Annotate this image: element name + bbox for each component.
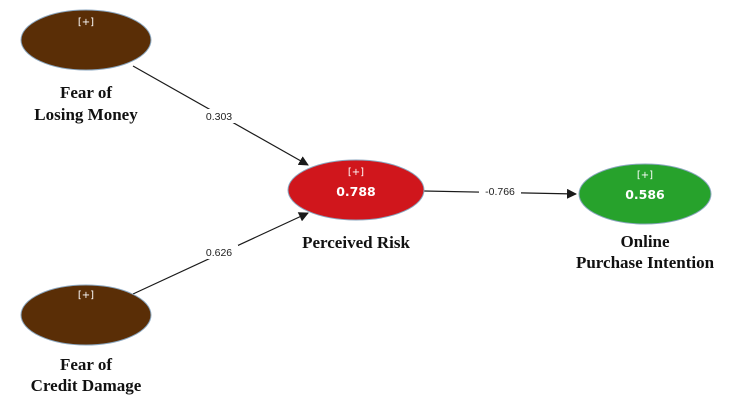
node-fear-of-losing-money[interactable]: [20, 9, 152, 71]
r-squared-perceived-risk: 0.788: [336, 184, 376, 199]
path-coefficient-credit-risk: 0.626: [206, 247, 232, 259]
expand-toggle-fear-money[interactable]: [+]: [78, 17, 94, 28]
expand-toggle-fear-credit[interactable]: [+]: [78, 290, 94, 301]
node-online-purchase-intention[interactable]: [578, 163, 712, 225]
node-label-perceived-risk: Perceived Risk: [302, 233, 410, 252]
r-squared-purchase-intention: 0.586: [625, 187, 665, 202]
path-coefficient-money-risk: 0.303: [206, 111, 232, 123]
expand-toggle-perceived-risk[interactable]: [+]: [348, 167, 364, 178]
node-label-fear-money-line1: Fear of: [60, 83, 112, 102]
path-coefficient-risk-intention: -0.766: [485, 186, 515, 198]
node-fear-of-credit-damage[interactable]: [20, 284, 152, 346]
node-label-fear-money-line2: Losing Money: [34, 105, 138, 124]
node-perceived-risk[interactable]: [287, 159, 425, 221]
node-label-fear-credit-line2: Credit Damage: [31, 376, 142, 395]
node-label-purchase-intention-line1: Online: [620, 232, 670, 251]
expand-toggle-purchase-intention[interactable]: [+]: [637, 170, 653, 181]
node-label-purchase-intention-line2: Purchase Intention: [576, 253, 715, 272]
node-label-fear-credit-line1: Fear of: [60, 355, 112, 374]
